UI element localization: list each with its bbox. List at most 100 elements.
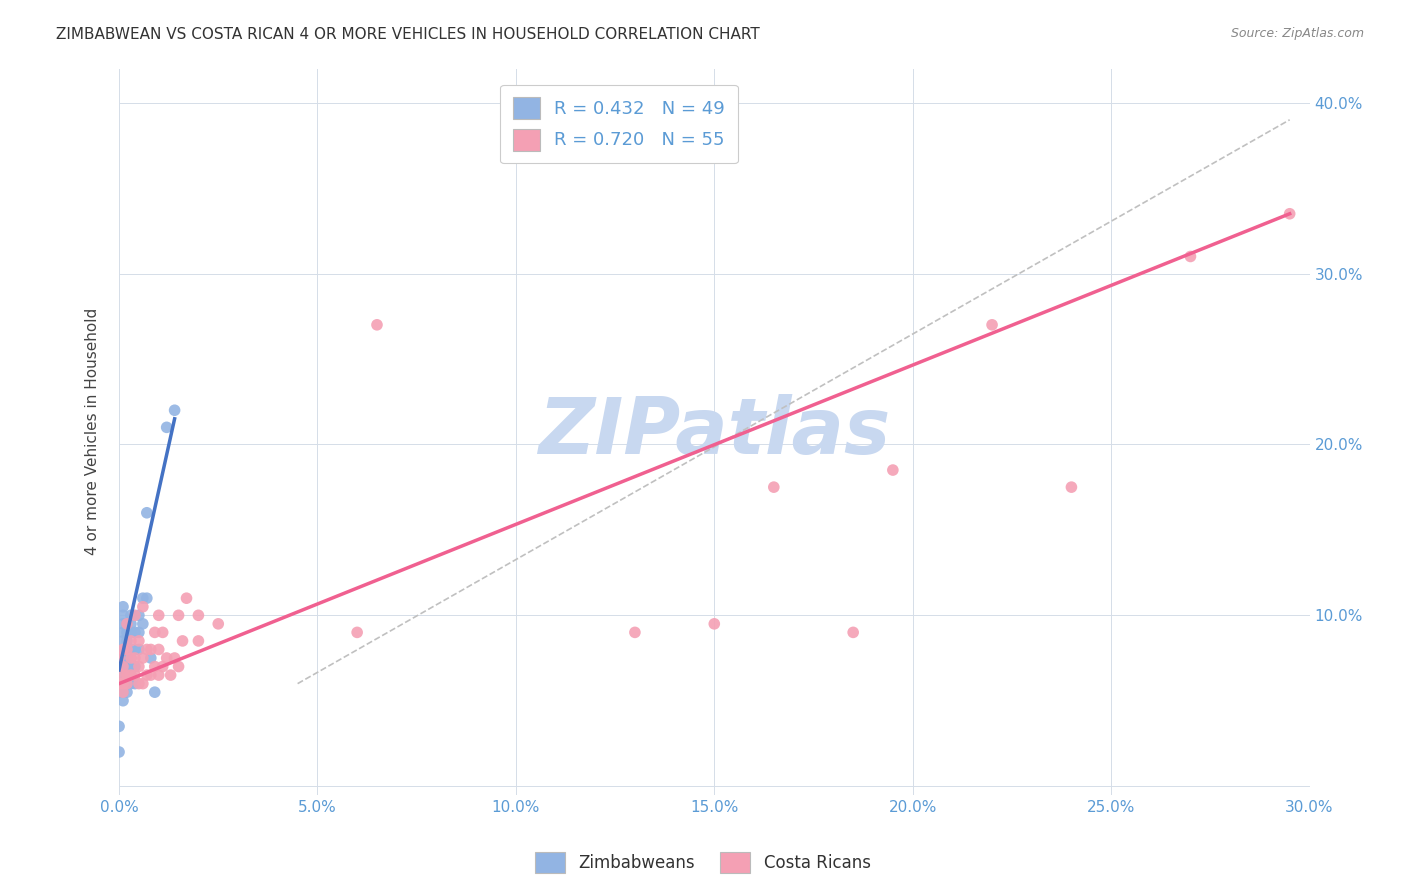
Point (124, 625, 146, 640)
Point (111, 599, 134, 614)
Point (108, 719, 131, 733)
Point (703, 616, 725, 631)
Point (111, 676, 134, 690)
Point (139, 642, 162, 657)
Point (143, 685, 166, 699)
Point (120, 616, 142, 631)
Point (120, 608, 142, 623)
Point (981, 318, 1004, 332)
Point (124, 608, 146, 623)
Point (111, 659, 134, 673)
Point (1060, 480, 1083, 494)
Point (111, 651, 134, 665)
Point (120, 651, 142, 665)
Point (135, 591, 157, 606)
Point (111, 659, 134, 673)
Point (128, 676, 150, 690)
Point (120, 634, 142, 648)
Point (115, 676, 138, 690)
Point (108, 745, 131, 759)
Point (124, 642, 146, 657)
Point (120, 668, 142, 682)
Point (148, 608, 170, 623)
Point (143, 659, 166, 673)
Point (108, 668, 131, 682)
Point (115, 634, 138, 648)
Point (120, 651, 142, 665)
Point (128, 642, 150, 657)
Point (624, 625, 647, 640)
Point (346, 625, 368, 640)
Point (115, 616, 138, 631)
Point (115, 659, 138, 673)
Point (207, 616, 229, 631)
Point (128, 625, 150, 640)
Point (124, 651, 146, 665)
Legend: Zimbabweans, Costa Ricans: Zimbabweans, Costa Ricans (529, 846, 877, 880)
Point (115, 642, 138, 657)
Point (128, 659, 150, 673)
Y-axis label: 4 or more Vehicles in Household: 4 or more Vehicles in Household (86, 308, 100, 555)
Point (135, 668, 157, 682)
Point (143, 625, 166, 640)
Point (124, 676, 146, 690)
Point (120, 676, 142, 690)
Point (132, 591, 155, 606)
Point (115, 668, 138, 682)
Point (135, 642, 157, 657)
Point (108, 676, 131, 690)
Point (139, 668, 162, 682)
Point (366, 318, 388, 332)
Point (187, 634, 209, 648)
Point (120, 642, 142, 657)
Point (124, 668, 146, 682)
Point (111, 608, 134, 623)
Point (115, 651, 138, 665)
Point (120, 659, 142, 673)
Point (1278, 207, 1301, 221)
Point (108, 651, 131, 665)
Point (120, 668, 142, 682)
Point (111, 642, 134, 657)
Point (152, 625, 174, 640)
Point (115, 642, 138, 657)
Point (115, 625, 138, 640)
Point (882, 463, 904, 477)
Point (163, 403, 186, 417)
Point (132, 651, 155, 665)
Point (132, 616, 155, 631)
Point (139, 651, 162, 665)
Point (152, 659, 174, 673)
Point (111, 625, 134, 640)
Point (762, 480, 785, 494)
Text: ZIPatlas: ZIPatlas (538, 393, 890, 469)
Point (111, 676, 134, 690)
Text: ZIMBABWEAN VS COSTA RICAN 4 OR MORE VEHICLES IN HOUSEHOLD CORRELATION CHART: ZIMBABWEAN VS COSTA RICAN 4 OR MORE VEHI… (56, 27, 761, 42)
Point (111, 634, 134, 648)
Point (111, 694, 134, 708)
Point (108, 685, 131, 699)
Point (187, 608, 209, 623)
Point (176, 591, 198, 606)
Point (111, 668, 134, 682)
Point (163, 651, 186, 665)
Point (115, 616, 138, 631)
Point (172, 634, 194, 648)
Point (115, 685, 138, 699)
Point (159, 668, 181, 682)
Point (156, 420, 179, 434)
Point (156, 651, 179, 665)
Point (111, 685, 134, 699)
Text: Source: ZipAtlas.com: Source: ZipAtlas.com (1230, 27, 1364, 40)
Point (132, 676, 155, 690)
Point (167, 659, 190, 673)
Point (1180, 250, 1202, 264)
Point (115, 676, 138, 690)
Point (111, 616, 134, 631)
Point (128, 608, 150, 623)
Point (108, 676, 131, 690)
Point (115, 668, 138, 682)
Point (132, 599, 155, 614)
Point (128, 634, 150, 648)
Legend: R = 0.432   N = 49, R = 0.720   N = 55: R = 0.432 N = 49, R = 0.720 N = 55 (501, 85, 738, 163)
